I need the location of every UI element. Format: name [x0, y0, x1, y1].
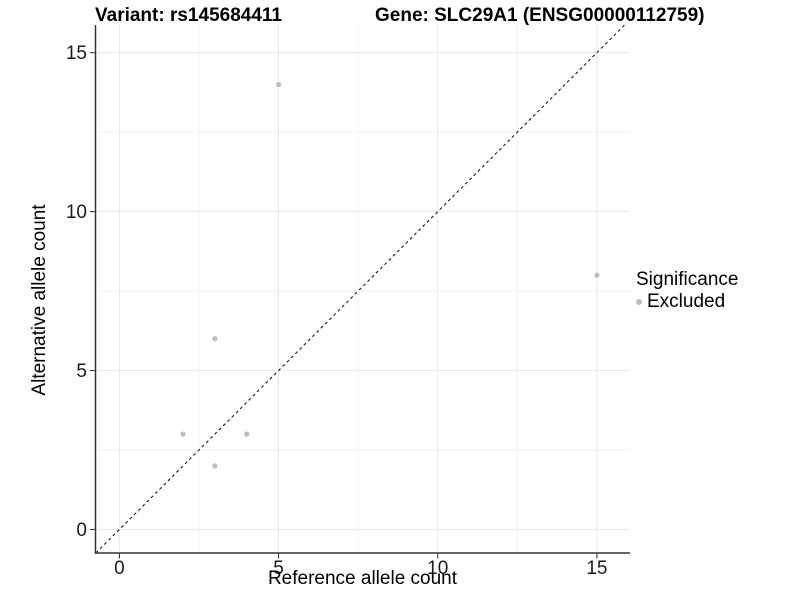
data-point — [212, 336, 218, 342]
x-axis-title: Reference allele count — [267, 568, 458, 589]
plot-title-gene: Gene: SLC29A1 (ENSG00000112759) — [375, 5, 705, 26]
x-tick-label: 15 — [586, 558, 607, 579]
data-point — [244, 431, 250, 437]
y-tick-label: 15 — [66, 43, 87, 64]
y-tick-label: 5 — [76, 361, 87, 382]
legend: Significance Excluded — [636, 268, 738, 313]
y-tick-label: 10 — [66, 202, 87, 223]
x-tick-label: 5 — [273, 558, 284, 579]
legend-item-label: Excluded — [647, 291, 726, 312]
identity-reference-line — [95, 24, 625, 554]
plot-title-variant: Variant: rs145684411 — [95, 5, 282, 26]
data-point — [180, 431, 186, 437]
y-axis-title: Alternative allele count — [29, 204, 50, 396]
x-tick-label: 0 — [114, 558, 125, 579]
data-point — [275, 81, 282, 88]
data-point — [212, 463, 218, 469]
x-tick-label: 10 — [427, 558, 448, 579]
data-point — [594, 272, 600, 278]
legend-point-icon — [636, 299, 642, 305]
legend-item-excluded: Excluded — [636, 291, 738, 313]
legend-title: Significance — [636, 269, 739, 290]
y-tick-label: 0 — [76, 520, 87, 541]
